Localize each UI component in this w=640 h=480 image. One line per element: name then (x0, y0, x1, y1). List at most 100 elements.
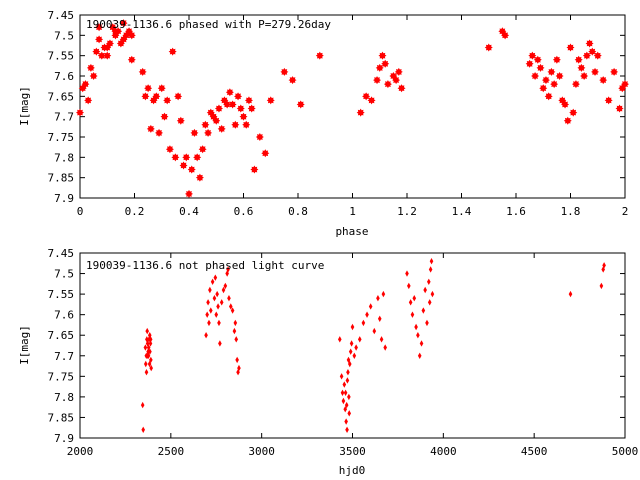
data-point (223, 100, 232, 109)
data-point (146, 124, 155, 133)
data-point (379, 336, 384, 343)
x-tick-label: 5000 (612, 445, 639, 458)
data-point (206, 299, 210, 306)
data-point (362, 92, 371, 101)
data-point (580, 72, 589, 80)
data-point (428, 266, 433, 273)
x-tick-label: 0.2 (125, 205, 145, 218)
y-tick-label: 7.85 (48, 172, 75, 185)
data-point (233, 319, 238, 327)
data-point (599, 76, 608, 85)
data-point (375, 63, 384, 72)
data-point (228, 303, 233, 310)
data-point (152, 92, 161, 101)
data-point (416, 332, 420, 339)
data-point (213, 274, 218, 281)
x-tick-label: 2 (622, 205, 629, 218)
data-point (552, 55, 561, 64)
data-point (531, 72, 540, 80)
data-point (348, 348, 353, 355)
data-point (541, 76, 550, 85)
data-point (615, 104, 624, 113)
data-point (84, 96, 93, 105)
data-point (239, 112, 248, 121)
data-point (225, 88, 234, 97)
data-point (143, 344, 148, 351)
data-point (280, 67, 289, 76)
data-point (145, 327, 150, 335)
data-point (599, 282, 604, 290)
x-tick-label: 0.4 (179, 205, 199, 218)
data-point (208, 286, 212, 294)
data-point (205, 311, 209, 318)
data-point (373, 76, 382, 85)
data-point (350, 323, 355, 331)
data-point (119, 19, 128, 28)
unphased-light-curve-chart: 2000 2500 3000 3500 4000 4500 5000 7.45 7.5 7.55 7… (18, 247, 638, 477)
data-point (419, 340, 424, 347)
data-point (410, 311, 415, 318)
data-point (141, 92, 150, 101)
data-point (89, 72, 98, 80)
data-point (182, 153, 191, 162)
x-tick-label: 0.6 (234, 205, 254, 218)
data-point (247, 104, 256, 113)
data-point (425, 319, 429, 327)
data-point (378, 51, 387, 60)
data-point (383, 344, 387, 351)
data-point (214, 311, 219, 318)
chart-title: 190039-1136.6 not phased light curve (86, 259, 324, 272)
data-point (244, 96, 253, 105)
data-point (376, 295, 380, 302)
data-point (140, 401, 145, 409)
x-tick-label: 0 (77, 205, 84, 218)
data-point (232, 327, 237, 335)
data-point (103, 51, 112, 60)
y-tick-label: 7.6 (54, 70, 74, 83)
y-tick-label: 7.7 (54, 350, 74, 363)
data-point (266, 96, 275, 105)
y-tick-label: 7.8 (54, 391, 74, 404)
data-point (255, 133, 264, 141)
data-point (569, 108, 578, 117)
data-point (219, 299, 224, 306)
data-point (568, 290, 573, 298)
y-tick-label: 7.55 (48, 50, 75, 63)
data-point (501, 31, 510, 40)
data-point (185, 189, 193, 198)
x-tick-label: 3500 (339, 445, 366, 458)
data-point (423, 286, 427, 294)
data-point (361, 319, 366, 327)
data-point (146, 344, 151, 351)
x-tick-label: 4000 (430, 445, 457, 458)
data-point (345, 377, 350, 384)
y-tick-label: 7.7 (54, 111, 74, 124)
data-point (227, 295, 231, 302)
data-point (127, 55, 136, 64)
data-point (536, 63, 545, 72)
data-point (397, 84, 406, 93)
data-point (354, 344, 358, 351)
data-point (347, 410, 352, 417)
data-point (417, 352, 422, 359)
x-tick-label: 1.2 (397, 205, 417, 218)
data-point (621, 80, 629, 89)
data-point (342, 381, 347, 388)
data-point (381, 290, 386, 298)
data-point (212, 116, 221, 125)
data-point (533, 55, 542, 64)
data-point (218, 340, 222, 347)
data-point (236, 369, 240, 376)
data-point (394, 67, 403, 76)
data-point (405, 270, 409, 277)
data-point (377, 315, 382, 322)
x-tick-label: 1 (349, 205, 356, 218)
data-point (144, 84, 153, 93)
data-point (539, 84, 548, 93)
chart-title: 190039-1136.6 phased with P=279.26day (86, 18, 331, 31)
axis-ticks: 2000 2500 3000 3500 4000 4500 5000 7.45 7.5 7.55 7… (48, 247, 639, 458)
data-point (261, 149, 270, 158)
data-point (365, 311, 369, 318)
x-tick-label: 2000 (67, 445, 94, 458)
